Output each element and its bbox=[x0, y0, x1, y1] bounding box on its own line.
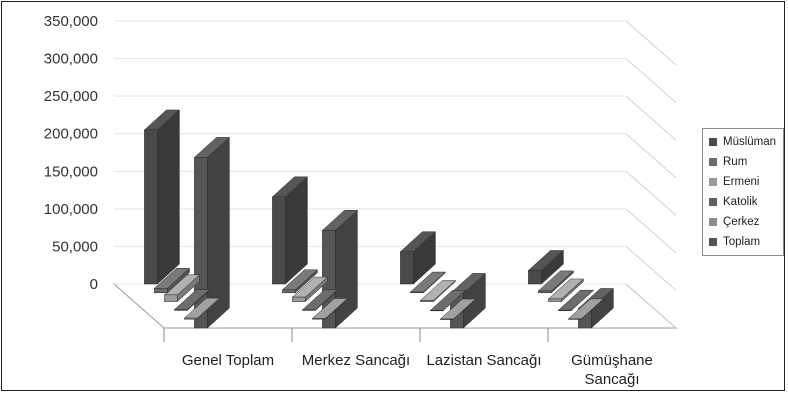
bar bbox=[409, 271, 447, 294]
bar-front bbox=[282, 289, 296, 294]
bar-side bbox=[335, 209, 358, 329]
bar bbox=[311, 297, 349, 320]
side-gridline bbox=[625, 283, 677, 329]
bar bbox=[291, 276, 329, 303]
legend-label: Toplam bbox=[723, 236, 761, 248]
bar-front bbox=[440, 318, 454, 320]
side-gridline bbox=[625, 133, 677, 179]
bar-front bbox=[538, 290, 552, 294]
legend-label: Rum bbox=[723, 156, 748, 168]
bar-front bbox=[548, 298, 562, 302]
bar-front bbox=[430, 310, 444, 312]
bar bbox=[419, 279, 457, 303]
bar-front bbox=[312, 318, 326, 320]
legend-swatch bbox=[709, 218, 717, 226]
legend: Müslüman Rum Ermeni Katolik Çerkez Toplam bbox=[702, 128, 784, 256]
category-label: Gümüşhane bbox=[571, 352, 653, 369]
legend-item: Rum bbox=[709, 152, 783, 172]
legend-swatch bbox=[709, 238, 717, 246]
bar-front bbox=[292, 296, 306, 302]
bar bbox=[547, 278, 585, 303]
bar bbox=[271, 176, 309, 285]
bar bbox=[153, 267, 191, 294]
y-tick-label: 200,000 bbox=[44, 126, 98, 143]
bar bbox=[439, 298, 477, 320]
bar-front bbox=[174, 309, 188, 311]
bar bbox=[143, 109, 181, 285]
bar-front bbox=[528, 270, 542, 285]
bar bbox=[567, 298, 605, 320]
side-gridline bbox=[625, 58, 677, 103]
bar-front bbox=[558, 309, 572, 311]
category-label: Genel Toplam bbox=[182, 352, 274, 369]
y-tick-label: 100,000 bbox=[44, 201, 98, 218]
legend-item: Müslüman bbox=[709, 132, 783, 152]
bar-front bbox=[194, 157, 208, 329]
y-tick-label: 0 bbox=[90, 276, 98, 293]
bar bbox=[301, 289, 339, 311]
legend-swatch bbox=[709, 198, 717, 206]
y-tick-label: 50,000 bbox=[52, 238, 98, 255]
legend-swatch bbox=[709, 158, 717, 166]
bar-front bbox=[154, 288, 168, 294]
legend-label: Katolik bbox=[723, 196, 758, 208]
bar-front bbox=[184, 317, 198, 320]
legend-label: Ermeni bbox=[723, 176, 760, 188]
bar-front bbox=[420, 300, 434, 302]
legend-label: Çerkez bbox=[723, 216, 760, 228]
legend-item: Ermeni bbox=[709, 172, 783, 192]
bar bbox=[173, 289, 211, 311]
bar-front bbox=[568, 318, 582, 320]
legend-item: Çerkez bbox=[709, 212, 783, 232]
bar-side bbox=[157, 109, 180, 285]
y-tick-label: 300,000 bbox=[44, 51, 98, 68]
bar bbox=[193, 136, 231, 329]
bar-front bbox=[410, 291, 424, 294]
legend-label: Müslüman bbox=[723, 136, 777, 148]
category-label: Lazistan Sancağı bbox=[426, 352, 541, 369]
y-tick-label: 150,000 bbox=[44, 163, 98, 180]
side-gridline bbox=[625, 20, 677, 66]
category-label: Merkez Sancağı bbox=[302, 352, 410, 369]
legend-item: Katolik bbox=[709, 192, 783, 212]
y-tick-label: 350,000 bbox=[44, 13, 98, 30]
side-gridline bbox=[625, 95, 677, 141]
bar bbox=[429, 289, 467, 312]
bar-front bbox=[144, 129, 158, 285]
legend-swatch bbox=[709, 178, 717, 186]
legend-swatch bbox=[709, 138, 717, 146]
bar bbox=[537, 270, 575, 294]
side-gridline bbox=[625, 208, 677, 254]
bar bbox=[557, 289, 595, 311]
bar bbox=[281, 269, 319, 294]
legend-item: Toplam bbox=[709, 232, 783, 252]
bar bbox=[527, 249, 565, 285]
bar bbox=[399, 231, 437, 285]
bar-front bbox=[164, 294, 178, 302]
bar-front bbox=[302, 309, 316, 311]
bar-front bbox=[272, 196, 286, 285]
bar bbox=[183, 297, 221, 320]
y-tick-label: 250,000 bbox=[44, 88, 98, 105]
category-label-line2: Sancağı bbox=[584, 371, 639, 388]
bar-front bbox=[400, 251, 414, 285]
side-gridline bbox=[625, 246, 677, 291]
side-gridline bbox=[625, 170, 677, 216]
